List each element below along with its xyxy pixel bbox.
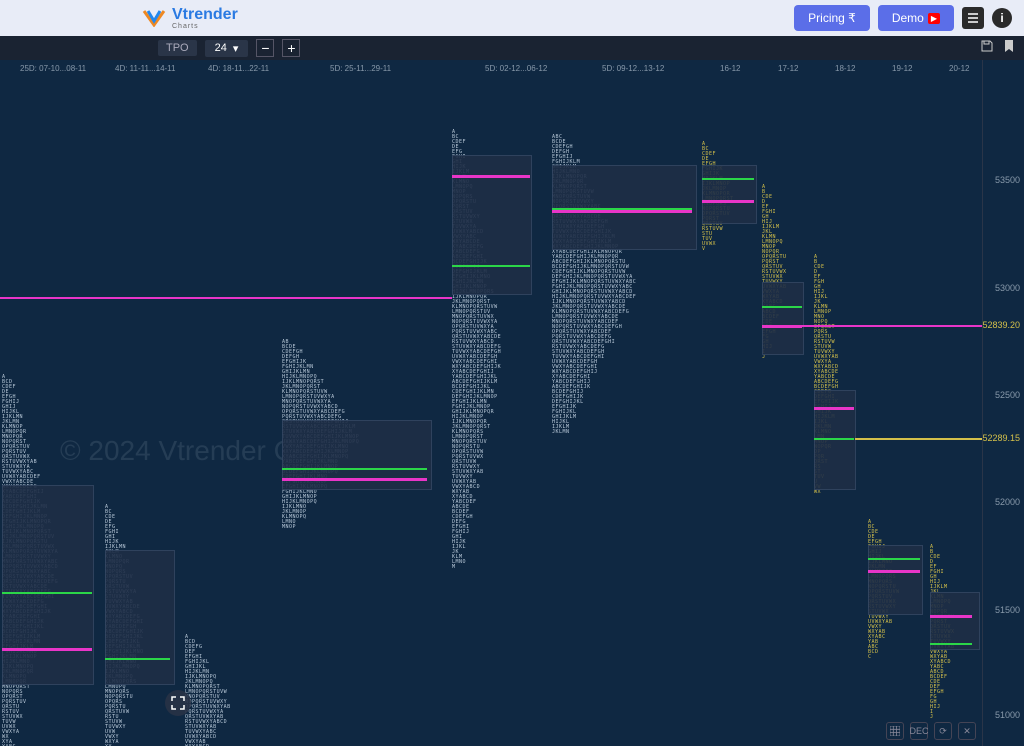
- chart-canvas[interactable]: © 2024 Vtrender C 25D: 07-10...08-11 4D: …: [0, 60, 1024, 746]
- save-icon[interactable]: [980, 39, 994, 58]
- poc-line: [452, 175, 530, 178]
- tpo-profile: ABCDCDEFGDEFEFGHIFGHIJKLGHIJKLHIJKLMNIJK…: [185, 635, 231, 746]
- date-label: 25D: 07-10...08-11: [20, 64, 86, 73]
- value-area-box: [105, 550, 175, 685]
- value-line: [814, 438, 854, 440]
- logo-text: Vtrender: [172, 7, 238, 23]
- extension-line: [855, 438, 982, 440]
- value-area-box: [2, 485, 94, 685]
- mode-selector[interactable]: TPO: [158, 40, 197, 56]
- zoom-out-button[interactable]: −: [256, 39, 274, 57]
- tpo-profile: ABCCDEFDEEFGHFGHIJKGHIJKHIJKLMIJKLMNOPJK…: [702, 142, 734, 252]
- date-label: 5D: 09-12...13-12: [602, 64, 664, 73]
- pricing-button[interactable]: Pricing ₹: [794, 5, 870, 31]
- poc-line: [282, 478, 427, 481]
- app-header: Vtrender Charts Pricing ₹ Demo▶ i: [0, 0, 1024, 36]
- date-label: 18-12: [835, 64, 855, 73]
- y-tick-label: 51500: [995, 605, 1020, 615]
- poc-line: [868, 570, 920, 573]
- value-line: [868, 558, 920, 560]
- y-tick-label: 52500: [995, 390, 1020, 400]
- demo-button[interactable]: Demo▶: [878, 5, 954, 31]
- y-tick-label: 52839.20: [982, 320, 1020, 330]
- extension-line: [802, 325, 982, 327]
- info-icon[interactable]: i: [992, 8, 1012, 28]
- y-tick-label: 52289.15: [982, 433, 1020, 443]
- value-line: [762, 306, 802, 308]
- tpo-profile: ABCCDEDEEFGHFGHIJGHIJHIJKLIJKLMNOJKLMNKL…: [868, 520, 900, 660]
- chevron-down-icon: ▾: [233, 42, 239, 55]
- y-tick-label: 51000: [995, 710, 1020, 720]
- date-label: 16-12: [720, 64, 740, 73]
- value-line: [452, 265, 530, 267]
- tpo-profile: ABCCDEFDEEFGFGHIGHIHIJKIJKLMJKLMKLMNOLMN…: [452, 130, 501, 570]
- tpo-profile: ABCDEDEFFGHGHHIJIJKLJKKLMNLMNOPMNONOPQOP…: [814, 255, 839, 495]
- tpo-profile: ABCCDEDEEFGFGHIGHIHIJKIJKLMNJKLMKLMNOLMN…: [105, 505, 144, 746]
- value-line: [930, 643, 972, 645]
- poc-line: [552, 210, 692, 213]
- value-area-box: [814, 390, 856, 490]
- date-label: 20-12: [949, 64, 969, 73]
- dec-icon[interactable]: DEC: [910, 722, 928, 740]
- date-label: 5D: 02-12...06-12: [485, 64, 547, 73]
- tpo-profile: ABCDCDEFDEEFGHFGHIJGHIJHIJKLIJKLMNJKLMNK…: [2, 375, 58, 746]
- poc-line: [2, 648, 92, 651]
- y-tick-label: 53500: [995, 175, 1020, 185]
- watermark: © 2024 Vtrender C: [60, 435, 294, 467]
- tpo-profile: ABCDEDEFFGHIGHHIJIJKLMJKLKLMNLMNOPQMNOPN…: [762, 185, 787, 360]
- logo-icon: [142, 9, 166, 27]
- date-label: 4D: 11-11...14-11: [115, 64, 175, 73]
- poc-line: [762, 325, 802, 328]
- value-line: [552, 208, 692, 210]
- y-tick-label: 52000: [995, 497, 1020, 507]
- tpo-profile: ABBCDECDEFGHDEFGHEFGHIJKFGHIJKLMNGHIJKLM…: [282, 340, 359, 530]
- date-label: 5D: 25-11...29-11: [330, 64, 391, 73]
- y-tick-label: 53000: [995, 283, 1020, 293]
- youtube-icon: ▶: [928, 13, 940, 24]
- poc-line: [930, 615, 972, 618]
- date-label: 4D: 18-11...22-11: [208, 64, 269, 73]
- refresh-icon[interactable]: ⟳: [934, 722, 952, 740]
- y-axis: 53500 53000 52839.20 52500 52289.15 52000 5150…: [982, 60, 1024, 746]
- bottom-toolbar: DEC ⟳ ✕: [886, 722, 976, 740]
- logo-subtext: Charts: [172, 23, 238, 30]
- value-line: [105, 658, 170, 660]
- tpo-profile: ABCDEDEFFGHIGHHIJIJKLMJKLKLMNLMNOPQMNOPN…: [930, 545, 955, 720]
- value-area-box: [762, 282, 804, 355]
- logo: Vtrender Charts: [142, 7, 238, 30]
- value-line: [2, 592, 92, 594]
- grid-icon[interactable]: [886, 722, 904, 740]
- value-area-box: [702, 165, 757, 224]
- tpo-profile: ABCBCDECDEFGHDEFGHEFGHIJFGHIJKLMGHIJKLMH…: [552, 135, 636, 435]
- poc-line: [814, 407, 854, 410]
- chart-toolbar: TPO 24▾ − +: [0, 36, 1024, 60]
- value-area-box: [930, 592, 980, 650]
- menu-icon[interactable]: [962, 7, 984, 29]
- poc-line: [702, 200, 754, 203]
- date-label: 19-12: [892, 64, 912, 73]
- value-line: [282, 468, 427, 470]
- value-area-box: [868, 545, 923, 615]
- close-icon[interactable]: ✕: [958, 722, 976, 740]
- date-label: 17-12: [778, 64, 798, 73]
- fullscreen-icon[interactable]: [165, 690, 191, 716]
- extension-line: [0, 297, 452, 299]
- interval-dropdown[interactable]: 24▾: [205, 40, 249, 57]
- bookmark-icon[interactable]: [1002, 39, 1016, 58]
- value-line: [702, 178, 754, 180]
- zoom-in-button[interactable]: +: [282, 39, 300, 57]
